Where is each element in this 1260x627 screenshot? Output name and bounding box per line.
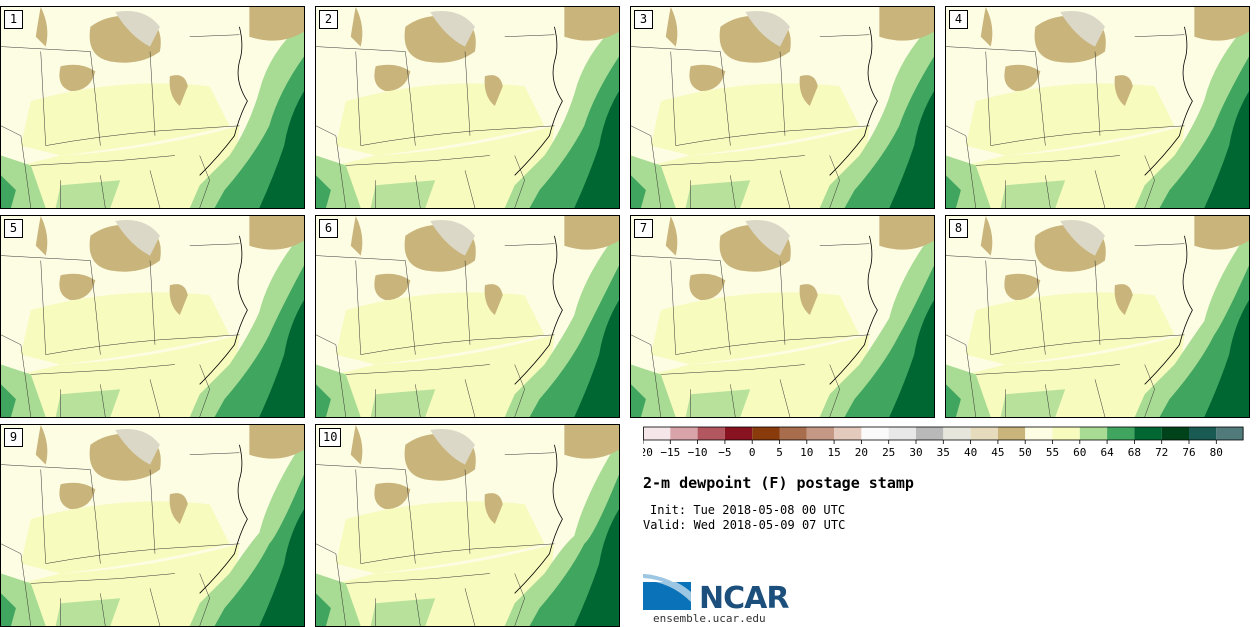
colorbar-swatch <box>1079 427 1108 440</box>
map-panel-4: 4 <box>945 6 1250 209</box>
colorbar-swatch <box>752 427 780 440</box>
colorbar-swatch <box>1025 427 1053 440</box>
member-label: 2 <box>319 10 338 29</box>
colorbar-tick-label: 50 <box>1019 446 1032 459</box>
colorbar-tick-label: 55 <box>1046 446 1059 459</box>
colorbar-tick-label: 40 <box>964 446 977 459</box>
map-panel-9: 9 <box>0 424 305 627</box>
colorbar-swatch <box>916 427 944 440</box>
site-url: ensemble.ucar.edu <box>653 612 766 625</box>
dewpoint-map <box>946 216 1249 417</box>
logo-text: NCAR <box>699 581 789 616</box>
map-panel-7: 7 <box>630 215 935 418</box>
colorbar-tick-label: −5 <box>718 446 731 459</box>
init-time: Init: Tue 2018-05-08 00 UTC <box>650 503 846 517</box>
colorbar-tick-label: 30 <box>909 446 922 459</box>
member-label: 3 <box>634 10 653 29</box>
colorbar-swatch <box>1052 427 1080 440</box>
dewpoint-map <box>316 216 619 417</box>
colorbar-swatch <box>779 427 807 440</box>
colorbar-swatch <box>861 427 889 440</box>
map-panel-10: 10 <box>315 424 620 627</box>
colorbar-tick-label: 80 <box>1210 446 1223 459</box>
dewpoint-map <box>946 7 1249 208</box>
colorbar-tick-label: 0 <box>749 446 756 459</box>
colorbar-swatch <box>1189 427 1217 440</box>
member-label: 9 <box>4 428 23 447</box>
colorbar-tick-label: 45 <box>991 446 1004 459</box>
member-label: 1 <box>4 10 23 29</box>
dewpoint-map <box>1 425 304 626</box>
colorbar-tick-label: −15 <box>660 446 680 459</box>
member-label: 8 <box>949 219 968 238</box>
colorbar-tick-label: 5 <box>776 446 783 459</box>
member-label: 4 <box>949 10 968 29</box>
colorbar: −20 −15 −10 −5 0 5 10 15 20 25 30 35 40 45 50 55 60 64 68 7… <box>643 426 1244 459</box>
colorbar-tick-label: 76 <box>1182 446 1195 459</box>
colorbar-tick-label: 20 <box>855 446 868 459</box>
dewpoint-map <box>631 7 934 208</box>
colorbar-tick-label: 10 <box>800 446 813 459</box>
colorbar-tick-label: −20 <box>643 446 653 459</box>
map-panel-6: 6 <box>315 215 620 418</box>
colorbar-tick-label: 64 <box>1100 446 1114 459</box>
colorbar-swatch <box>643 427 671 440</box>
member-label: 10 <box>319 428 342 447</box>
colorbar-tick-label: 72 <box>1155 446 1168 459</box>
colorbar-tick-label: 25 <box>882 446 895 459</box>
colorbar-tick-label: 68 <box>1128 446 1141 459</box>
valid-time: Valid: Wed 2018-05-09 07 UTC <box>643 518 846 532</box>
map-panel-3: 3 <box>630 6 935 209</box>
map-panel-2: 2 <box>315 6 620 209</box>
map-panel-8: 8 <box>945 215 1250 418</box>
colorbar-swatch <box>888 427 916 440</box>
colorbar-swatch <box>943 427 971 440</box>
colorbar-tick-label: 15 <box>827 446 840 459</box>
ncar-logo-icon <box>643 574 691 610</box>
colorbar-swatch <box>670 427 698 440</box>
map-panel-5: 5 <box>0 215 305 418</box>
colorbar-tick-label: 35 <box>937 446 950 459</box>
colorbar-tick-label: 60 <box>1073 446 1086 459</box>
colorbar-swatch <box>724 427 753 440</box>
colorbar-swatch <box>834 427 862 440</box>
colorbar-tick-label: −10 <box>688 446 708 459</box>
colorbar-swatch <box>1134 427 1162 440</box>
dewpoint-map <box>316 7 619 208</box>
member-label: 7 <box>634 219 653 238</box>
colorbar-swatch <box>1216 427 1244 440</box>
colorbar-swatch <box>1107 427 1135 440</box>
colorbar-swatch <box>970 427 998 440</box>
dewpoint-map <box>316 425 619 626</box>
dewpoint-map <box>631 216 934 417</box>
colorbar-swatch <box>997 427 1026 440</box>
colorbar-swatch <box>697 427 725 440</box>
dewpoint-map <box>1 7 304 208</box>
colorbar-swatch <box>806 427 835 440</box>
member-label: 6 <box>319 219 338 238</box>
map-panel-1: 1 <box>0 6 305 209</box>
member-label: 5 <box>4 219 23 238</box>
chart-title: 2-m dewpoint (F) postage stamp <box>643 474 914 492</box>
dewpoint-map <box>1 216 304 417</box>
colorbar-swatch <box>1161 427 1189 440</box>
